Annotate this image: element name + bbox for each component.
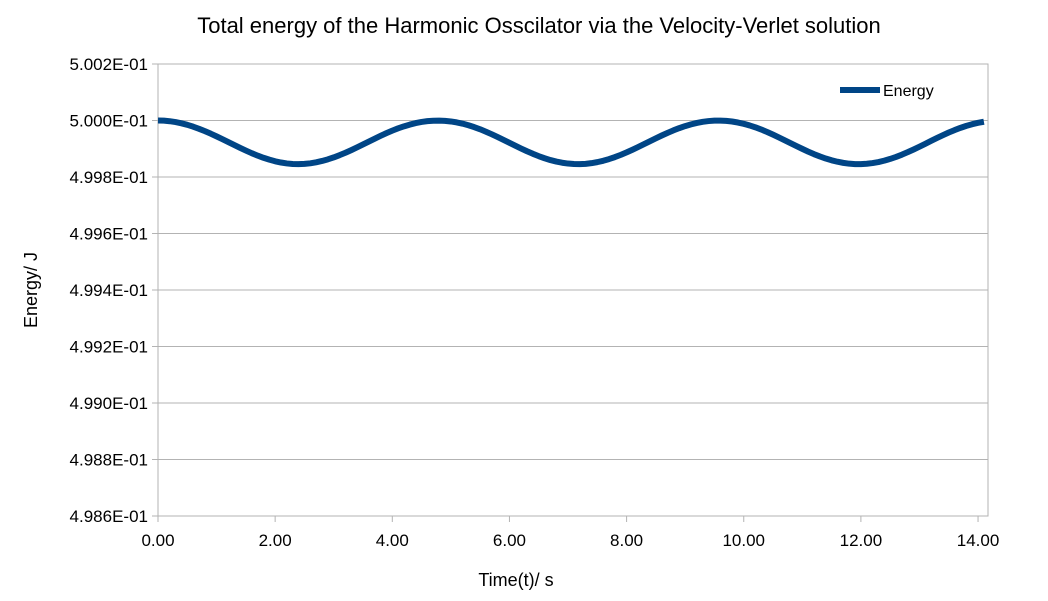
y-tick-label: 4.990E-01 — [70, 394, 148, 413]
legend-label-energy: Energy — [883, 83, 934, 100]
x-tick-label: 14.00 — [957, 531, 1000, 550]
y-tick-label: 5.002E-01 — [70, 55, 148, 74]
x-axis-title: Time(t)/ s — [478, 570, 553, 590]
x-tick-label: 4.00 — [376, 531, 409, 550]
y-tick-label: 4.988E-01 — [70, 451, 148, 470]
x-tick-label: 0.00 — [141, 531, 174, 550]
y-tick-label: 5.000E-01 — [70, 112, 148, 131]
x-tick-label: 10.00 — [722, 531, 765, 550]
x-axis-ticks: 0.00 2.00 4.00 6.00 8.00 10.00 12.00 14.00 — [141, 516, 999, 550]
legend: Energy — [840, 83, 934, 100]
series-line-energy — [157, 117, 985, 168]
y-tick-label: 4.986E-01 — [70, 507, 148, 526]
y-axis-title: Energy/ J — [21, 252, 41, 328]
x-tick-label: 12.00 — [840, 531, 883, 550]
y-tick-label: 4.998E-01 — [70, 168, 148, 187]
x-tick-label: 2.00 — [259, 531, 292, 550]
y-tick-label: 4.996E-01 — [70, 225, 148, 244]
series-layer — [157, 117, 985, 168]
x-tick-label: 6.00 — [493, 531, 526, 550]
y-tick-label: 4.994E-01 — [70, 281, 148, 300]
x-tick-label: 8.00 — [610, 531, 643, 550]
y-axis-ticks: 4.986E-01 4.988E-01 4.990E-01 4.992E-01 4.99… — [70, 55, 158, 526]
y-tick-label: 4.992E-01 — [70, 338, 148, 357]
chart-title: Total energy of the Harmonic Osscilator … — [197, 13, 881, 38]
